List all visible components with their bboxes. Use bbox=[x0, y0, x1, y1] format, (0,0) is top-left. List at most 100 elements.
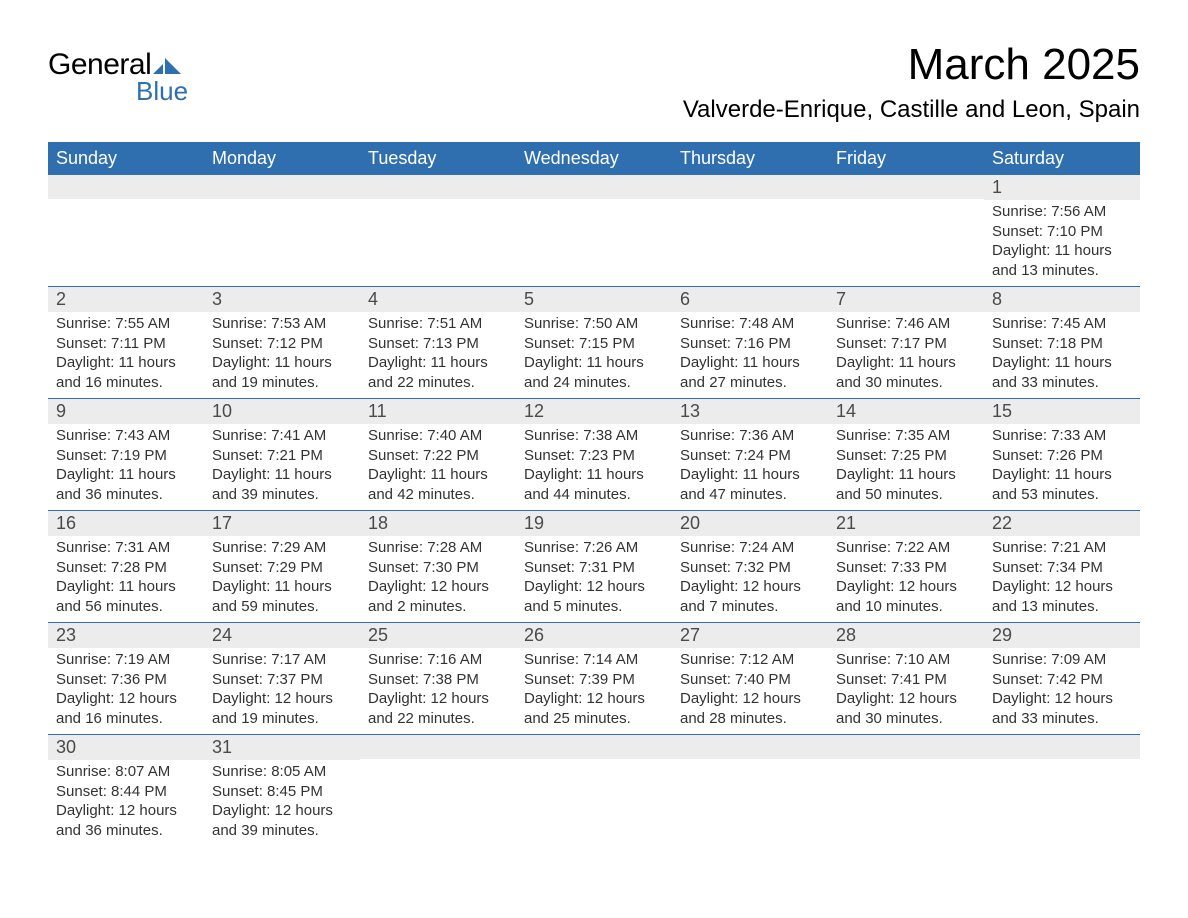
daylight-text: Daylight: 12 hours and 13 minutes. bbox=[992, 577, 1132, 616]
day-content: Sunrise: 7:53 AMSunset: 7:12 PMDaylight:… bbox=[204, 312, 360, 398]
day-number bbox=[828, 735, 984, 759]
daylight-text: Daylight: 12 hours and 5 minutes. bbox=[524, 577, 664, 616]
daylight-text: Daylight: 12 hours and 2 minutes. bbox=[368, 577, 508, 616]
calendar-day-cell bbox=[360, 175, 516, 287]
sunrise-text: Sunrise: 7:16 AM bbox=[368, 650, 508, 670]
daylight-text: Daylight: 11 hours and 24 minutes. bbox=[524, 353, 664, 392]
daylight-text: Daylight: 11 hours and 36 minutes. bbox=[56, 465, 196, 504]
sunrise-text: Sunrise: 7:48 AM bbox=[680, 314, 820, 334]
sunrise-text: Sunrise: 7:12 AM bbox=[680, 650, 820, 670]
sunrise-text: Sunrise: 7:45 AM bbox=[992, 314, 1132, 334]
calendar-week-row: 30Sunrise: 8:07 AMSunset: 8:44 PMDayligh… bbox=[48, 735, 1140, 847]
calendar-body: 1Sunrise: 7:56 AMSunset: 7:10 PMDaylight… bbox=[48, 175, 1140, 846]
calendar-day-cell bbox=[360, 735, 516, 847]
calendar-day-cell: 2Sunrise: 7:55 AMSunset: 7:11 PMDaylight… bbox=[48, 287, 204, 399]
sunset-text: Sunset: 7:39 PM bbox=[524, 670, 664, 690]
day-number: 26 bbox=[516, 623, 672, 648]
weekday-header: Thursday bbox=[672, 142, 828, 175]
day-number bbox=[984, 735, 1140, 759]
sunrise-text: Sunrise: 7:46 AM bbox=[836, 314, 976, 334]
day-number: 27 bbox=[672, 623, 828, 648]
daylight-text: Daylight: 12 hours and 7 minutes. bbox=[680, 577, 820, 616]
day-content bbox=[360, 199, 516, 207]
sunrise-text: Sunrise: 7:21 AM bbox=[992, 538, 1132, 558]
sunset-text: Sunset: 7:29 PM bbox=[212, 558, 352, 578]
sunset-text: Sunset: 7:28 PM bbox=[56, 558, 196, 578]
daylight-text: Daylight: 11 hours and 39 minutes. bbox=[212, 465, 352, 504]
day-number bbox=[672, 735, 828, 759]
logo-shape-icon bbox=[153, 52, 181, 79]
daylight-text: Daylight: 11 hours and 59 minutes. bbox=[212, 577, 352, 616]
sunrise-text: Sunrise: 7:17 AM bbox=[212, 650, 352, 670]
calendar-week-row: 2Sunrise: 7:55 AMSunset: 7:11 PMDaylight… bbox=[48, 287, 1140, 399]
day-content bbox=[204, 199, 360, 207]
day-content: Sunrise: 7:35 AMSunset: 7:25 PMDaylight:… bbox=[828, 424, 984, 510]
sunrise-text: Sunrise: 7:36 AM bbox=[680, 426, 820, 446]
day-number: 18 bbox=[360, 511, 516, 536]
day-number: 20 bbox=[672, 511, 828, 536]
day-number: 6 bbox=[672, 287, 828, 312]
day-content bbox=[48, 199, 204, 207]
day-content: Sunrise: 8:05 AMSunset: 8:45 PMDaylight:… bbox=[204, 760, 360, 846]
sunset-text: Sunset: 7:36 PM bbox=[56, 670, 196, 690]
daylight-text: Daylight: 11 hours and 33 minutes. bbox=[992, 353, 1132, 392]
day-content: Sunrise: 7:48 AMSunset: 7:16 PMDaylight:… bbox=[672, 312, 828, 398]
sunset-text: Sunset: 7:17 PM bbox=[836, 334, 976, 354]
sunset-text: Sunset: 7:37 PM bbox=[212, 670, 352, 690]
weekday-header: Tuesday bbox=[360, 142, 516, 175]
calendar-day-cell: 22Sunrise: 7:21 AMSunset: 7:34 PMDayligh… bbox=[984, 511, 1140, 623]
sunrise-text: Sunrise: 7:09 AM bbox=[992, 650, 1132, 670]
calendar-day-cell: 16Sunrise: 7:31 AMSunset: 7:28 PMDayligh… bbox=[48, 511, 204, 623]
sunset-text: Sunset: 7:19 PM bbox=[56, 446, 196, 466]
sunrise-text: Sunrise: 7:22 AM bbox=[836, 538, 976, 558]
day-content: Sunrise: 7:51 AMSunset: 7:13 PMDaylight:… bbox=[360, 312, 516, 398]
day-content: Sunrise: 7:46 AMSunset: 7:17 PMDaylight:… bbox=[828, 312, 984, 398]
day-content bbox=[672, 199, 828, 207]
sunset-text: Sunset: 7:21 PM bbox=[212, 446, 352, 466]
day-content bbox=[516, 199, 672, 207]
daylight-text: Daylight: 12 hours and 33 minutes. bbox=[992, 689, 1132, 728]
calendar-day-cell: 7Sunrise: 7:46 AMSunset: 7:17 PMDaylight… bbox=[828, 287, 984, 399]
day-content: Sunrise: 7:55 AMSunset: 7:11 PMDaylight:… bbox=[48, 312, 204, 398]
calendar-day-cell: 25Sunrise: 7:16 AMSunset: 7:38 PMDayligh… bbox=[360, 623, 516, 735]
calendar-day-cell: 31Sunrise: 8:05 AMSunset: 8:45 PMDayligh… bbox=[204, 735, 360, 847]
day-content bbox=[516, 759, 672, 767]
sunset-text: Sunset: 7:31 PM bbox=[524, 558, 664, 578]
sunset-text: Sunset: 7:15 PM bbox=[524, 334, 664, 354]
calendar-header-row: Sunday Monday Tuesday Wednesday Thursday… bbox=[48, 142, 1140, 175]
day-content: Sunrise: 7:22 AMSunset: 7:33 PMDaylight:… bbox=[828, 536, 984, 622]
day-content: Sunrise: 7:41 AMSunset: 7:21 PMDaylight:… bbox=[204, 424, 360, 510]
calendar-day-cell: 23Sunrise: 7:19 AMSunset: 7:36 PMDayligh… bbox=[48, 623, 204, 735]
weekday-header: Monday bbox=[204, 142, 360, 175]
sunrise-text: Sunrise: 7:38 AM bbox=[524, 426, 664, 446]
sunrise-text: Sunrise: 7:50 AM bbox=[524, 314, 664, 334]
day-number: 29 bbox=[984, 623, 1140, 648]
day-number: 11 bbox=[360, 399, 516, 424]
day-content: Sunrise: 7:56 AMSunset: 7:10 PMDaylight:… bbox=[984, 200, 1140, 286]
weekday-header: Sunday bbox=[48, 142, 204, 175]
calendar-day-cell: 8Sunrise: 7:45 AMSunset: 7:18 PMDaylight… bbox=[984, 287, 1140, 399]
sunset-text: Sunset: 7:10 PM bbox=[992, 222, 1132, 242]
sunrise-text: Sunrise: 8:05 AM bbox=[212, 762, 352, 782]
day-content bbox=[984, 759, 1140, 767]
day-content: Sunrise: 7:21 AMSunset: 7:34 PMDaylight:… bbox=[984, 536, 1140, 622]
calendar-day-cell: 14Sunrise: 7:35 AMSunset: 7:25 PMDayligh… bbox=[828, 399, 984, 511]
calendar-day-cell: 30Sunrise: 8:07 AMSunset: 8:44 PMDayligh… bbox=[48, 735, 204, 847]
day-number: 17 bbox=[204, 511, 360, 536]
sunset-text: Sunset: 7:34 PM bbox=[992, 558, 1132, 578]
day-number: 8 bbox=[984, 287, 1140, 312]
calendar-day-cell: 17Sunrise: 7:29 AMSunset: 7:29 PMDayligh… bbox=[204, 511, 360, 623]
day-content: Sunrise: 7:28 AMSunset: 7:30 PMDaylight:… bbox=[360, 536, 516, 622]
sunrise-text: Sunrise: 7:24 AM bbox=[680, 538, 820, 558]
sunset-text: Sunset: 7:12 PM bbox=[212, 334, 352, 354]
daylight-text: Daylight: 11 hours and 22 minutes. bbox=[368, 353, 508, 392]
sunset-text: Sunset: 7:33 PM bbox=[836, 558, 976, 578]
sunset-text: Sunset: 8:44 PM bbox=[56, 782, 196, 802]
day-number bbox=[516, 175, 672, 199]
daylight-text: Daylight: 11 hours and 53 minutes. bbox=[992, 465, 1132, 504]
calendar-day-cell: 10Sunrise: 7:41 AMSunset: 7:21 PMDayligh… bbox=[204, 399, 360, 511]
daylight-text: Daylight: 12 hours and 39 minutes. bbox=[212, 801, 352, 840]
calendar-day-cell bbox=[204, 175, 360, 287]
calendar-day-cell bbox=[984, 735, 1140, 847]
day-content: Sunrise: 7:36 AMSunset: 7:24 PMDaylight:… bbox=[672, 424, 828, 510]
